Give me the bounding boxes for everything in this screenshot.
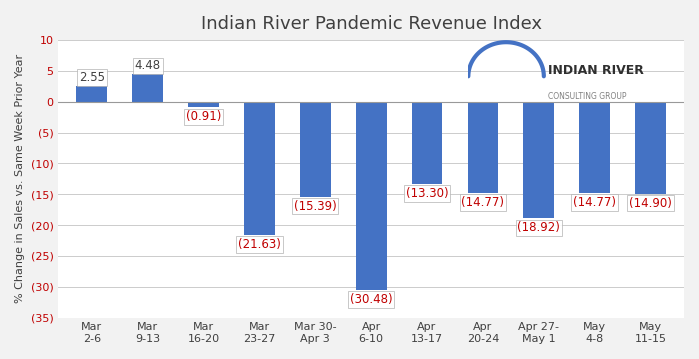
Text: (14.77): (14.77) [461, 196, 505, 209]
Text: (15.39): (15.39) [294, 200, 337, 213]
Text: (13.30): (13.30) [405, 187, 448, 200]
Text: 2.55: 2.55 [79, 71, 105, 84]
Bar [132, 74, 163, 102]
Text: 4.48: 4.48 [135, 59, 161, 72]
Bar [468, 102, 498, 193]
Bar [76, 86, 107, 102]
Text: (30.48): (30.48) [350, 293, 392, 306]
Bar [356, 102, 387, 290]
Bar [244, 102, 275, 235]
Y-axis label: % Change in Sales vs. Same Week Prior Year: % Change in Sales vs. Same Week Prior Ye… [15, 54, 25, 303]
Bar [412, 102, 442, 184]
Bar [300, 102, 331, 197]
Text: CONSULTING GROUP: CONSULTING GROUP [548, 92, 626, 102]
Bar [579, 102, 610, 193]
Bar [524, 102, 554, 218]
Title: Indian River Pandemic Revenue Index: Indian River Pandemic Revenue Index [201, 15, 542, 33]
Text: INDIAN RIVER: INDIAN RIVER [548, 64, 644, 76]
Text: (18.92): (18.92) [517, 222, 560, 234]
Text: (0.91): (0.91) [186, 111, 221, 123]
Bar [188, 102, 219, 107]
Bar [635, 102, 666, 194]
Text: (14.77): (14.77) [573, 196, 616, 209]
Text: (21.63): (21.63) [238, 238, 281, 251]
Text: (14.90): (14.90) [629, 197, 672, 210]
